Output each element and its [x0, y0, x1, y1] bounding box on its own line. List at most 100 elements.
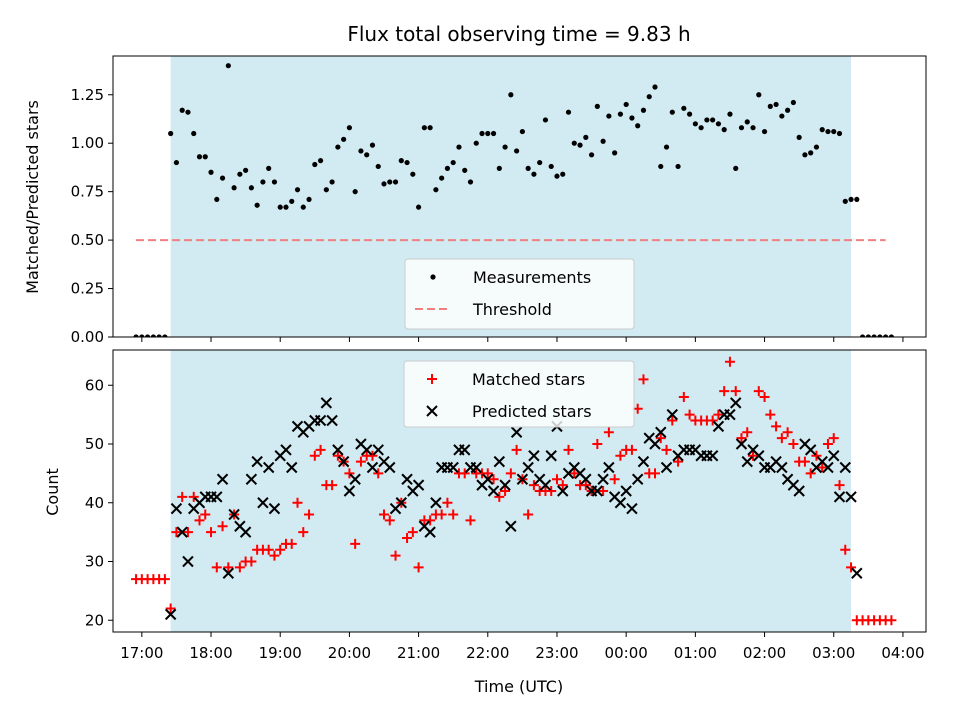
data-point: [822, 439, 833, 449]
data-point: [456, 144, 462, 150]
data-point: [373, 468, 384, 479]
data-point: [228, 508, 240, 521]
data-point: [655, 433, 666, 444]
data-point: [283, 204, 289, 210]
x-tick-label: 04:00: [881, 644, 924, 662]
data-point: [805, 468, 816, 479]
chart-title: Flux total observing time = 9.83 h: [347, 22, 690, 46]
data-point: [710, 117, 716, 123]
data-point: [845, 491, 857, 503]
data-point: [591, 485, 604, 497]
data-point: [883, 334, 889, 337]
data-point: [327, 480, 338, 491]
data-point: [658, 163, 664, 170]
data-point: [182, 555, 194, 568]
data-point: [635, 123, 641, 129]
data-point: [626, 502, 638, 515]
data-points: [131, 356, 897, 626]
data-point: [546, 486, 557, 496]
axes-frame: [112, 349, 927, 633]
data-point: [185, 109, 191, 115]
data-point: [436, 509, 447, 520]
data-point: [877, 334, 883, 337]
data-point: [421, 125, 427, 131]
data-point: [177, 491, 188, 502]
data-point: [482, 468, 493, 479]
data-point: [286, 538, 297, 549]
data-point: [580, 480, 591, 491]
data-point: [447, 461, 459, 474]
data-point: [796, 134, 802, 140]
data-point: [248, 185, 254, 191]
data-point: [706, 450, 719, 462]
x-tick-label: 19:00: [259, 644, 302, 662]
data-point: [886, 615, 897, 626]
data-point: [144, 334, 151, 337]
data-point: [865, 334, 871, 337]
x-tick-label: 03:00: [812, 644, 855, 662]
x-tick-label: 18:00: [189, 644, 232, 662]
data-point: [392, 179, 399, 185]
data-point: [707, 415, 718, 426]
data-point: [410, 171, 416, 177]
data-point: [260, 179, 266, 185]
data-point: [741, 455, 753, 468]
data-point: [724, 408, 736, 421]
data-point: [669, 109, 675, 115]
data-point: [646, 94, 652, 100]
top-panel: 0.00 0.25 0.50 0.75 1.00 1.25 Measurements Thre…: [71, 55, 927, 346]
data-point: [727, 111, 733, 117]
data-point: [811, 450, 822, 461]
data-point: [200, 509, 211, 520]
data-point: [603, 427, 614, 438]
data-point: [300, 204, 306, 210]
data-point: [836, 130, 843, 137]
data-point: [251, 455, 263, 468]
data-point: [655, 426, 667, 438]
data-point: [563, 444, 574, 455]
data-point: [557, 480, 568, 491]
data-point: [222, 567, 235, 579]
data-point: [286, 461, 298, 474]
data-point: [673, 456, 684, 467]
data-point: [848, 196, 854, 203]
data-point: [684, 409, 695, 420]
data-point: [488, 474, 499, 485]
data-point: [840, 544, 851, 555]
data-point: [216, 473, 229, 485]
data-point: [614, 497, 627, 509]
data-point: [522, 461, 534, 474]
data-point: [597, 473, 609, 485]
data-point: [306, 196, 312, 203]
data-point: [211, 491, 223, 503]
y-tick-label: 30: [85, 553, 104, 571]
data-point: [277, 204, 283, 210]
data-point: [609, 474, 620, 485]
y-tick-label: 0.75: [71, 183, 104, 201]
legend-marker: [430, 274, 436, 280]
data-point: [168, 130, 174, 137]
data-point: [620, 485, 632, 497]
data-point: [776, 461, 788, 474]
data-point: [617, 111, 624, 117]
data-point: [859, 334, 866, 337]
data-point: [364, 152, 370, 158]
data-point: [444, 165, 451, 171]
data-point: [588, 152, 595, 158]
data-point: [294, 187, 301, 193]
data-point: [776, 433, 787, 444]
data-point: [505, 468, 516, 479]
data-point: [733, 165, 739, 171]
data-point: [871, 334, 877, 337]
data-point: [344, 468, 355, 479]
data-point: [765, 409, 776, 420]
data-point: [537, 159, 543, 166]
data-point: [320, 397, 333, 409]
y-tick-label: 60: [85, 376, 104, 394]
data-point: [196, 154, 203, 160]
data-point: [150, 334, 156, 337]
y-tick-label: 0.25: [71, 280, 104, 298]
data-point: [496, 165, 502, 171]
data-point: [350, 538, 361, 549]
y-tick-label: 50: [85, 435, 104, 453]
